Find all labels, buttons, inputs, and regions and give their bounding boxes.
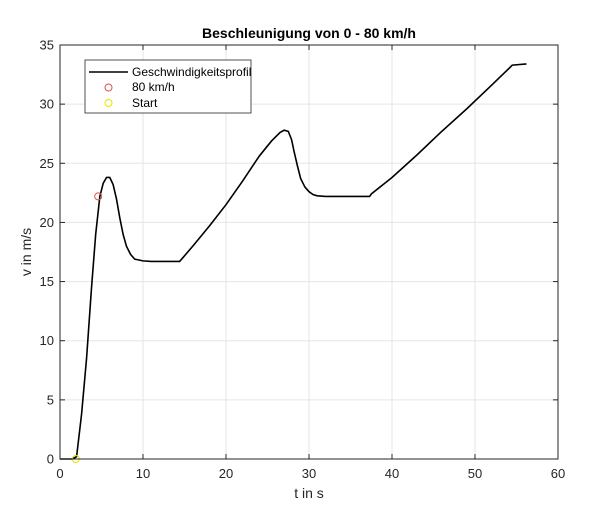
series-line-geschwindigkeitsprofil xyxy=(60,63,527,460)
marker-80-kmh xyxy=(94,192,103,201)
legend-box xyxy=(84,59,252,114)
x-axis-ticks: 0 10 20 30 40 50 60 xyxy=(56,45,565,481)
x-tick-label: 10 xyxy=(136,466,150,481)
x-tick-label: 20 xyxy=(219,466,233,481)
legend-marker-start xyxy=(104,99,113,107)
x-tick-label: 0 xyxy=(56,466,63,481)
y-tick-label: 10 xyxy=(40,333,54,348)
chart-title: Beschleunigung von 0 - 80 km/h xyxy=(202,25,416,41)
y-axis-ticks: 0 5 10 15 20 25 30 35 xyxy=(40,38,558,467)
y-tick-label: 20 xyxy=(40,215,54,230)
legend-marker-80 xyxy=(104,83,113,92)
legend-label-2: Start xyxy=(132,96,158,110)
y-tick-label: 35 xyxy=(40,38,54,53)
y-axis-label: v in m/s xyxy=(18,228,34,276)
y-tick-label: 25 xyxy=(40,156,54,171)
x-axis-label: t in s xyxy=(294,485,324,501)
legend-label-0: Geschwindigkeitsprofil xyxy=(132,65,251,79)
y-tick-label: 0 xyxy=(47,452,54,467)
legend-label-1: 80 km/h xyxy=(132,80,175,94)
x-tick-label: 30 xyxy=(302,466,316,481)
legend: Geschwindigkeitsprofil 80 km/h Start xyxy=(84,59,252,114)
grid-lines xyxy=(60,45,558,459)
y-tick-label: 30 xyxy=(40,97,54,112)
x-tick-label: 50 xyxy=(468,466,482,481)
y-tick-label: 5 xyxy=(47,392,54,407)
x-tick-label: 40 xyxy=(385,466,399,481)
y-tick-label: 15 xyxy=(40,274,54,289)
x-tick-label: 60 xyxy=(551,466,565,481)
